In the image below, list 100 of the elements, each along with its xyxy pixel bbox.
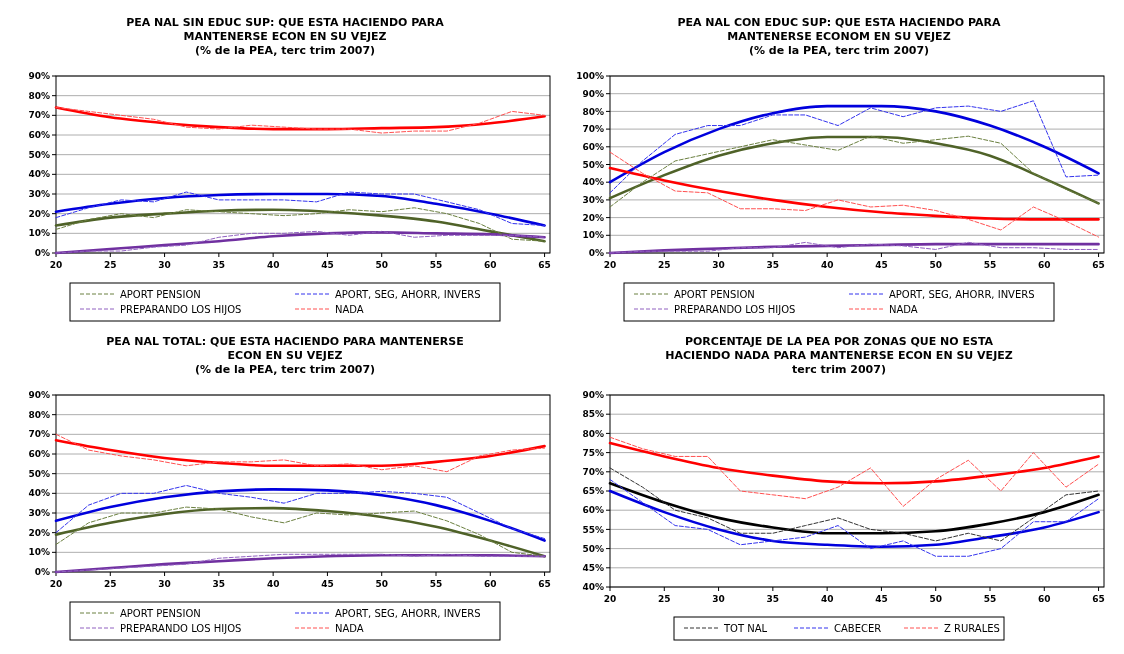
y-tick-label: 10%: [28, 228, 50, 239]
chart-subtitle: (% de la PEA, terc trim 2007): [194, 363, 376, 376]
y-tick-label: 10%: [582, 230, 604, 241]
x-tick-label: 45: [875, 594, 888, 604]
chart-title: PEA NAL SIN EDUC SUP: QUE ESTA HACIENDO PARA MANTENERSE ECON EN SU VEJEZ: [126, 16, 445, 43]
y-tick-label: 90%: [582, 390, 604, 401]
x-tick-label: 45: [321, 260, 334, 270]
x-tick-label: 30: [712, 260, 725, 270]
y-tick-label: 20%: [28, 208, 50, 219]
x-tick-label: 55: [429, 579, 443, 589]
y-tick-label: 0%: [588, 248, 604, 259]
legend-label: PREPARANDO LOS HIJOS: [674, 303, 796, 315]
line-series: [609, 478, 1100, 557]
y-tick-label: 65%: [582, 486, 604, 497]
legend-label: PREPARANDO LOS HIJOS: [120, 622, 242, 634]
x-tick-label: 30: [158, 260, 171, 270]
y-tick-label: 85%: [582, 409, 604, 420]
x-tick-label: 55: [429, 260, 443, 270]
x-tick-label: 20: [603, 260, 617, 270]
line-series: [609, 151, 1100, 238]
line-series: [609, 467, 1100, 542]
x-tick-label: 40: [266, 579, 280, 589]
legend-label: PREPARANDO LOS HIJOS: [120, 303, 242, 315]
y-tick-label: 0%: [34, 567, 50, 578]
x-tick-label: 40: [266, 260, 280, 270]
legend-label: NADA: [889, 303, 918, 315]
y-tick-label: 30%: [582, 195, 604, 206]
x-tick-label: 30: [158, 579, 171, 589]
legend-label: APORT, SEG, AHORR, INVERS: [889, 288, 1035, 300]
y-tick-label: 90%: [28, 71, 50, 82]
x-tick-label: 65: [538, 260, 551, 270]
line-series: [608, 441, 1100, 485]
x-tick-label: 50: [929, 594, 942, 604]
y-tick-label: 70%: [582, 466, 604, 477]
x-tick-label: 25: [658, 594, 671, 604]
legend-label: NADA: [335, 622, 364, 634]
chart-title: PEA NAL TOTAL: QUE ESTA HACIENDO PARA MANTENERSE ECON EN SU VEJEZ: [106, 335, 464, 362]
legend-label: APORT PENSION: [120, 607, 201, 619]
y-tick-label: 100%: [576, 71, 604, 82]
x-tick-label: 60: [1038, 260, 1051, 270]
x-tick-label: 25: [104, 579, 117, 589]
x-tick-label: 55: [983, 260, 997, 270]
x-tick-label: 20: [49, 579, 63, 589]
legend-label: APORT PENSION: [120, 288, 201, 300]
x-tick-label: 25: [104, 260, 117, 270]
y-tick-label: 60%: [582, 141, 604, 152]
x-tick-label: 45: [875, 260, 888, 270]
line-series: [609, 436, 1100, 507]
x-tick-label: 20: [49, 260, 63, 270]
x-tick-label: 60: [484, 579, 497, 589]
line-series: [609, 100, 1100, 194]
chart-subtitle: (% de la PEA, terc trim 2007): [748, 44, 930, 57]
y-tick-label: 10%: [28, 547, 50, 558]
x-tick-label: 40: [820, 594, 834, 604]
x-tick-label: 50: [929, 260, 942, 270]
legend-label: Z RURALES: [944, 622, 1000, 634]
x-tick-label: 35: [212, 579, 226, 589]
y-tick-label: 60%: [28, 130, 50, 141]
y-tick-label: 55%: [582, 524, 604, 535]
y-tick-label: 80%: [582, 106, 604, 117]
x-tick-label: 60: [484, 260, 497, 270]
chart-title: PEA NAL CON EDUC SUP: QUE ESTA HACIENDO PARA MANTENERSE ECONOM EN SU VEJEZ: [677, 16, 1002, 43]
y-tick-label: 60%: [28, 449, 50, 460]
line-series: [608, 166, 1100, 221]
x-tick-label: 65: [1092, 594, 1105, 604]
y-tick-label: 20%: [582, 212, 604, 223]
y-tick-label: 80%: [582, 428, 604, 439]
y-tick-label: 40%: [582, 177, 604, 188]
legend-label: NADA: [335, 303, 364, 315]
y-tick-label: 80%: [28, 90, 50, 101]
x-tick-label: 35: [766, 594, 780, 604]
x-tick-label: 65: [538, 579, 551, 589]
y-tick-label: 70%: [28, 429, 50, 440]
x-tick-label: 35: [766, 260, 780, 270]
y-tick-label: 50%: [28, 149, 50, 160]
y-tick-label: 20%: [28, 527, 50, 538]
x-tick-label: 40: [820, 260, 834, 270]
legend-label: TOT NAL: [723, 622, 768, 634]
y-tick-label: 70%: [582, 124, 604, 135]
y-tick-label: 50%: [582, 159, 604, 170]
x-tick-label: 25: [658, 260, 671, 270]
x-tick-label: 20: [603, 594, 617, 604]
chart-subtitle: terc trim 2007): [792, 363, 886, 376]
y-tick-label: 50%: [28, 468, 50, 479]
legend-label: APORT, SEG, AHORR, INVERS: [335, 288, 481, 300]
y-tick-label: 75%: [582, 447, 604, 458]
x-tick-label: 35: [212, 260, 226, 270]
x-tick-label: 60: [1038, 594, 1051, 604]
y-tick-label: 30%: [28, 508, 50, 519]
x-tick-label: 50: [375, 579, 388, 589]
y-tick-label: 40%: [582, 582, 604, 593]
y-tick-label: 30%: [28, 189, 50, 200]
x-tick-label: 30: [712, 594, 725, 604]
y-tick-label: 50%: [582, 543, 604, 554]
x-tick-label: 65: [1092, 260, 1105, 270]
y-tick-label: 90%: [582, 88, 604, 99]
y-tick-label: 45%: [582, 562, 604, 573]
legend-label: APORT, SEG, AHORR, INVERS: [335, 607, 481, 619]
y-tick-label: 60%: [582, 505, 604, 516]
y-tick-label: 70%: [28, 110, 50, 121]
